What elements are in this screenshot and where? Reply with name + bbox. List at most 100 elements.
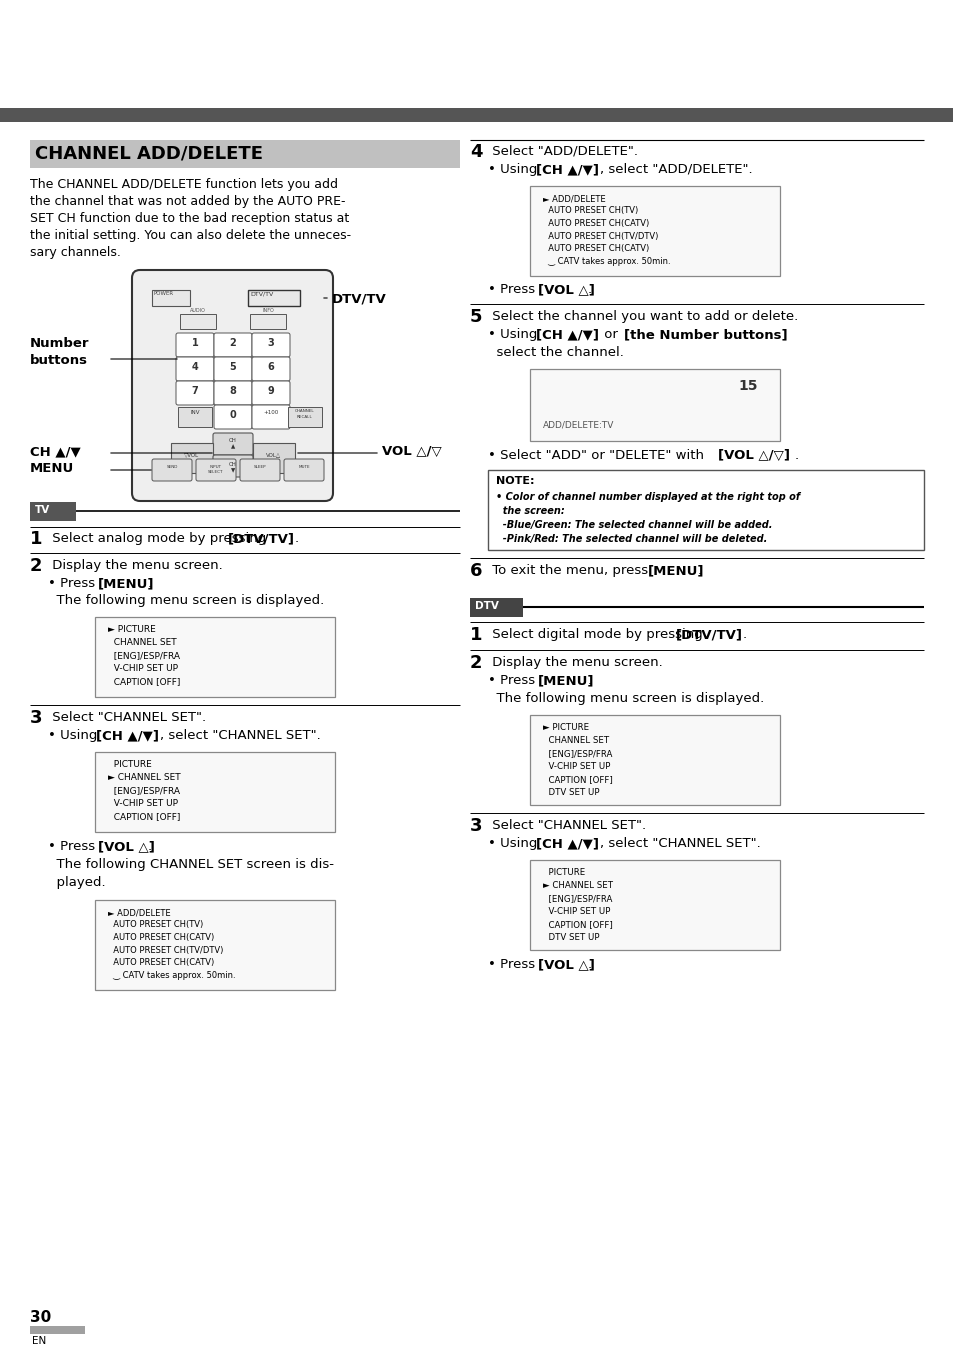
Text: SLEEP: SLEEP [253,465,266,469]
Text: [ENG]/ESP/FRA: [ENG]/ESP/FRA [108,786,180,795]
Text: CAPTION [OFF]: CAPTION [OFF] [108,677,180,686]
Text: • Press: • Press [488,674,538,687]
Text: [VOL △]: [VOL △] [537,958,595,971]
Text: [CH ▲/▼]: [CH ▲/▼] [536,163,598,177]
Text: 1: 1 [192,338,198,348]
Text: [MENU]: [MENU] [537,674,594,687]
Text: DTV/TV: DTV/TV [332,293,386,305]
Text: AUDIO: AUDIO [190,307,206,313]
Text: EN: EN [32,1336,46,1347]
FancyBboxPatch shape [213,404,252,429]
Text: • Using: • Using [48,729,102,741]
Text: ► ADD/DELETE: ► ADD/DELETE [108,909,171,917]
Text: MUTE: MUTE [298,465,310,469]
Bar [178,407,212,427]
Text: To exit the menu, press: To exit the menu, press [488,563,652,577]
Text: [MENU]: [MENU] [647,563,703,577]
Bar [248,290,299,306]
Text: [MENU]: [MENU] [98,577,154,590]
FancyBboxPatch shape [252,381,290,404]
Text: SEND: SEND [166,465,177,469]
FancyBboxPatch shape [252,357,290,381]
Text: AUTO PRESET CH(TV): AUTO PRESET CH(TV) [108,921,203,930]
Bar [288,407,322,427]
FancyBboxPatch shape [195,460,235,481]
Text: CHANNEL: CHANNEL [294,408,314,412]
Text: ‿ CATV takes approx. 50min.: ‿ CATV takes approx. 50min. [542,256,670,266]
Text: or: or [599,328,621,341]
Text: .: . [148,840,152,853]
Text: .: . [587,283,592,297]
Text: • Press: • Press [48,840,99,853]
Bar [95,900,335,989]
Text: NOTE:: NOTE: [496,476,534,487]
FancyBboxPatch shape [152,460,192,481]
Bar [253,443,294,473]
Text: -Pink/Red: The selected channel will be deleted.: -Pink/Red: The selected channel will be … [496,534,766,545]
Bar [488,470,923,550]
Text: Select "CHANNEL SET".: Select "CHANNEL SET". [48,710,206,724]
Text: select the channel.: select the channel. [488,346,623,359]
Text: ADD/DELETE:TV: ADD/DELETE:TV [542,421,614,430]
Text: Number: Number [30,337,90,350]
Text: V-CHIP SET UP: V-CHIP SET UP [542,907,610,917]
Text: INPUT
SELECT: INPUT SELECT [208,465,224,473]
FancyBboxPatch shape [213,357,252,381]
Text: .: . [698,563,701,577]
Bar [180,314,215,329]
FancyBboxPatch shape [175,381,213,404]
FancyBboxPatch shape [284,460,324,481]
Text: 9: 9 [268,386,274,396]
Text: -Blue/Green: The selected channel will be added.: -Blue/Green: The selected channel will b… [496,520,772,530]
Text: .: . [794,449,799,462]
Text: V-CHIP SET UP: V-CHIP SET UP [108,799,178,807]
Text: ► CHANNEL SET: ► CHANNEL SET [108,772,180,782]
Text: Select the channel you want to add or delete.: Select the channel you want to add or de… [488,310,798,324]
Text: , select "CHANNEL SET".: , select "CHANNEL SET". [599,837,760,851]
Text: Select digital mode by pressing: Select digital mode by pressing [488,628,706,642]
Bar [95,617,335,697]
Text: CH ▲/▼: CH ▲/▼ [30,445,81,458]
FancyBboxPatch shape [213,433,253,456]
FancyBboxPatch shape [240,460,280,481]
Text: 4: 4 [470,143,482,160]
Text: 5: 5 [470,307,482,326]
Text: VOL △/▽: VOL △/▽ [381,445,441,458]
FancyBboxPatch shape [175,333,213,357]
Text: 0: 0 [230,410,236,421]
Text: 1: 1 [470,625,482,644]
Text: 8: 8 [230,386,236,396]
Bar [171,443,213,473]
FancyBboxPatch shape [175,357,213,381]
Text: , select "ADD/DELETE".: , select "ADD/DELETE". [599,163,752,177]
Text: CHANNEL SET: CHANNEL SET [542,736,608,745]
Text: 2: 2 [470,654,482,673]
Text: INV: INV [190,410,199,415]
Text: ▽VOL: ▽VOL [184,452,199,457]
Text: CH
▼: CH ▼ [229,462,236,473]
Text: 4: 4 [192,363,198,372]
Text: Select "ADD/DELETE".: Select "ADD/DELETE". [488,146,638,158]
Text: CHANNEL ADD/DELETE: CHANNEL ADD/DELETE [35,146,263,163]
Text: the channel that was not added by the AUTO PRE-: the channel that was not added by the AU… [30,195,345,208]
FancyBboxPatch shape [213,333,252,357]
Text: ► CHANNEL SET: ► CHANNEL SET [542,882,613,890]
Text: .: . [148,577,152,590]
Text: CAPTION [OFF]: CAPTION [OFF] [542,919,612,929]
Text: • Using: • Using [488,837,541,851]
Text: CH
▲: CH ▲ [229,438,236,449]
Text: [VOL △/▽]: [VOL △/▽] [718,449,789,462]
Text: The following menu screen is displayed.: The following menu screen is displayed. [488,692,763,705]
Text: [ENG]/ESP/FRA: [ENG]/ESP/FRA [542,749,612,758]
Text: 6: 6 [470,562,482,580]
Bar [30,501,76,520]
Text: AUTO PRESET CH(CATV): AUTO PRESET CH(CATV) [108,958,214,967]
Text: POWER: POWER [153,291,174,297]
Text: .: . [587,958,592,971]
FancyBboxPatch shape [213,456,253,477]
Text: [VOL △]: [VOL △] [537,283,595,297]
Bar [470,599,522,617]
Text: ► PICTURE: ► PICTURE [108,625,155,634]
Text: [CH ▲/▼]: [CH ▲/▼] [536,328,598,341]
Text: [DTV/TV]: [DTV/TV] [676,628,742,642]
